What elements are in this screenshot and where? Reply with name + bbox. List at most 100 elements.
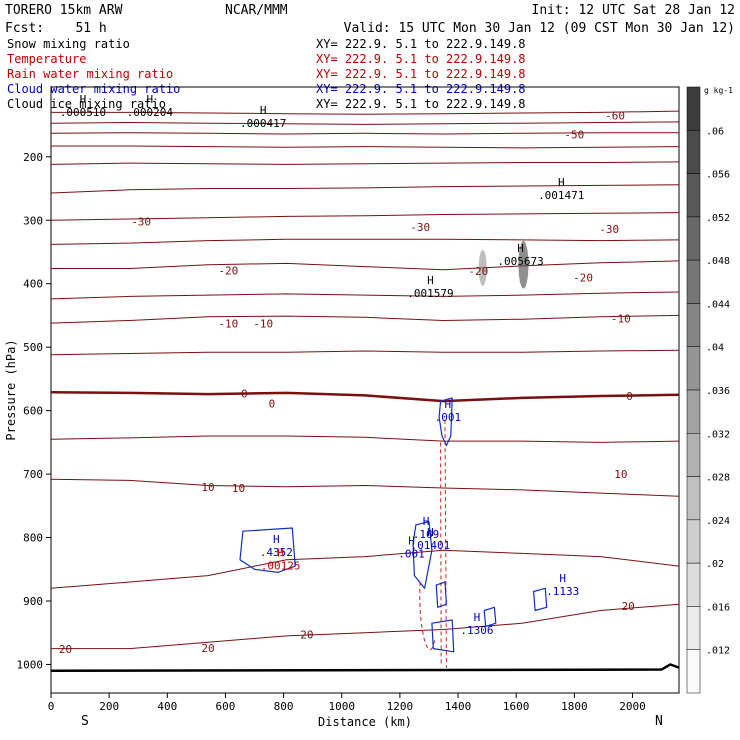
- init-time: Init: 12 UTC Sat 28 Jan 12: [532, 3, 736, 18]
- colorbar-label: .032: [706, 429, 730, 440]
- legend-entry-coords: XY= 222.9. 5.1 to 222.9.149.8: [316, 37, 526, 51]
- colorbar-segment: [686, 389, 701, 434]
- maximum-value-label: .169: [413, 528, 440, 541]
- cloud-water-contour: [412, 521, 433, 589]
- y-axis-label: Pressure (hPa): [4, 339, 18, 440]
- maximum-marker: H: [445, 398, 452, 411]
- north-end-label: N: [655, 714, 663, 729]
- maximum-value-label: .000204: [127, 106, 174, 119]
- legend-entry-coords: XY= 222.9. 5.1 to 222.9.149.8: [316, 52, 526, 66]
- colorbar-segment: [686, 259, 701, 304]
- temperature-contour-label: 20: [300, 629, 313, 642]
- legend-entry-label: Cloud water mixing ratio: [7, 82, 180, 96]
- maximum-marker: H: [80, 93, 87, 106]
- maximum-value-label: .000417: [240, 117, 286, 130]
- temperature-contour-label: -30: [599, 223, 619, 236]
- cloud-water-contour: [483, 606, 497, 627]
- temperature-contours: [50, 110, 680, 673]
- maximum-value-label: .01401: [411, 539, 451, 552]
- ground-surface-line: [50, 663, 680, 673]
- x-tick-label: 1400: [445, 700, 472, 713]
- colorbar-segment: [686, 346, 701, 391]
- temperature-contour-line: [51, 603, 680, 650]
- maximum-marker: H: [559, 572, 566, 585]
- colorbar-segment: [686, 216, 701, 261]
- cloud-water-contour: [431, 619, 455, 653]
- maximum-marker: H: [423, 515, 430, 528]
- x-tick-label: 1800: [561, 700, 588, 713]
- temperature-contour-line: [50, 435, 680, 443]
- maximum-value-label: .1133: [546, 585, 579, 598]
- temperature-contour-label: -10: [218, 318, 238, 331]
- temperature-contour-line: [50, 549, 680, 589]
- model-title: TORERO 15km ARW: [5, 3, 123, 18]
- legend-entry-coords: XY= 222.9. 5.1 to 222.9.149.8: [316, 97, 526, 111]
- colorbar-segment: [686, 476, 701, 521]
- temperature-contour-line: [51, 110, 680, 115]
- legend-entry-label: Rain water mixing ratio: [7, 67, 173, 81]
- temperature-contour-label: -10: [611, 313, 631, 326]
- colorbar-segment: [686, 433, 701, 477]
- maximum-marker: H: [260, 104, 267, 117]
- temperature-contour-line: [50, 390, 680, 403]
- legend-entry-coords: XY= 222.9. 5.1 to 222.9.149.8: [316, 82, 526, 96]
- colorbar: .06 .056 .052 .048 .044 .04 .036 .032 .028 .024 .0…: [686, 86, 733, 694]
- maximum-value-label: .001: [398, 548, 425, 561]
- x-tick-label: 1000: [328, 700, 355, 713]
- valid-time: Valid: 15 UTC Mon 30 Jan 12 (09 CST Mon …: [344, 21, 735, 36]
- x-tick-label: 800: [274, 700, 294, 713]
- x-tick-label: 1200: [387, 700, 414, 713]
- colorbar-segment: [686, 606, 701, 650]
- temperature-contour-label: 20: [621, 600, 634, 613]
- y-tick-label: 200: [23, 151, 43, 164]
- maximum-value-label: .001: [435, 411, 462, 424]
- legend-entry-label: Cloud ice mixing ratio: [7, 97, 166, 111]
- temperature-contour-label: -20: [573, 271, 593, 284]
- temperature-contour-label: -60: [605, 110, 625, 123]
- legend-entry-label: Snow mixing ratio: [7, 37, 130, 51]
- rain-water-contour: [419, 581, 436, 651]
- maximum-marker: H: [408, 535, 415, 548]
- legend: Snow mixing ratio XY= 222.9. 5.1 to 222.9…: [7, 37, 526, 111]
- x-tick-label: 0: [48, 700, 55, 713]
- temperature-contour-line: [50, 132, 679, 135]
- colorbar-label: .056: [706, 170, 730, 181]
- cloud-water-contour: [239, 527, 296, 573]
- cloud-water-contour: [533, 587, 548, 612]
- temperature-contour-line: [50, 291, 680, 300]
- axes: 0 200 400 600 800 1000 1200 1400 1600 1800 2000200…: [17, 151, 646, 713]
- maximum-marker: H: [558, 176, 565, 189]
- maximum-value-label: .005673: [497, 255, 543, 268]
- maximum-value-label: .1306: [460, 624, 493, 637]
- legend-entry-coords: XY= 222.9. 5.1 to 222.9.149.8: [316, 67, 526, 81]
- plot-frame: [50, 86, 680, 694]
- x-tick-label: 400: [157, 700, 177, 713]
- temperature-contour-label: -30: [131, 216, 151, 229]
- maximum-value-label: .001579: [407, 287, 453, 300]
- temperature-contour-line: [51, 145, 680, 149]
- temperature-contour-label: 20: [59, 643, 72, 656]
- forecast-hour: Fcst: 51 h: [5, 21, 107, 36]
- temperature-contour-line: [50, 212, 680, 221]
- x-tick-label: 200: [99, 700, 119, 713]
- colorbar-segment: [686, 562, 701, 607]
- colorbar-label: .052: [706, 213, 730, 224]
- y-tick-label: 900: [23, 595, 43, 608]
- cloud-water-contour: [435, 581, 447, 608]
- temperature-contour-label: 10: [232, 482, 245, 495]
- colorbar-label: .044: [706, 299, 730, 310]
- maximum-marker: H: [277, 547, 284, 560]
- temperature-contour-line: [50, 161, 680, 165]
- x-tick-label: 1600: [503, 700, 530, 713]
- center-title: NCAR/MMM: [225, 3, 288, 18]
- x-tick-label: 600: [216, 700, 236, 713]
- maximum-marker: H: [273, 533, 280, 546]
- temperature-contour-label: -30: [410, 221, 430, 234]
- temperature-contour-label: 10: [614, 468, 627, 481]
- temperature-contour-label: 0: [626, 390, 633, 403]
- colorbar-segment: [686, 649, 701, 694]
- cloud-ice-shading: [518, 240, 529, 289]
- temperature-contour-line: [50, 314, 680, 324]
- colorbar-segment: [686, 303, 701, 347]
